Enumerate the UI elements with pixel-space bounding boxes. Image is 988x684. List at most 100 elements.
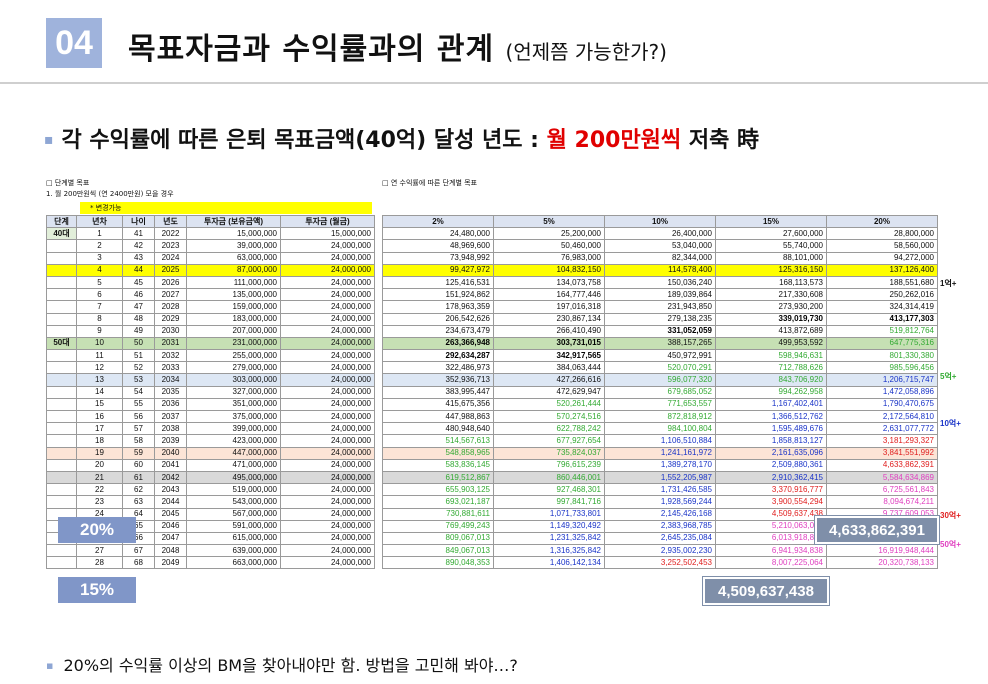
cell-rate-value: 3,370,916,777 — [715, 483, 827, 497]
title-sub: (언제쯤 가능한가?) — [505, 40, 667, 64]
cell-rate-value: 388,157,265 — [604, 336, 716, 351]
left-header-cell: 나이 — [122, 214, 155, 229]
table-row: 206,542,626 230,867,134 279,138,235 339,019… — [382, 312, 938, 326]
cell-age: 54 — [122, 385, 155, 399]
cell-rate-value: 809,067,013 — [382, 531, 494, 546]
cell-stage: 50대 — [46, 336, 77, 351]
cell-rate-value: 266,410,490 — [493, 324, 605, 338]
cell-n: 27 — [76, 544, 123, 558]
cell-rate-value: 94,272,000 — [826, 251, 938, 265]
table-row: 352,936,713 427,266,616 596,077,320 843,706… — [382, 373, 938, 387]
cell-age: 55 — [122, 397, 155, 412]
cell-n: 11 — [76, 349, 123, 363]
cell-n: 4 — [76, 263, 123, 277]
cell-b: 24,000,000 — [280, 275, 375, 290]
cell-stage — [46, 446, 77, 460]
cell-a: 135,000,000 — [186, 288, 281, 302]
cell-a: 279,000,000 — [186, 361, 281, 375]
cell-yr: 2027 — [154, 288, 187, 302]
cell-rate-value: 27,600,000 — [715, 227, 827, 241]
cell-yr: 2024 — [154, 251, 187, 265]
cell-n: 13 — [76, 373, 123, 387]
cell-b: 24,000,000 — [280, 507, 375, 521]
table-row: 22 62 2043 519,000,000 24,000,000 — [46, 483, 375, 497]
cell-rate-value: 450,972,991 — [604, 349, 716, 363]
cell-stage — [46, 470, 77, 485]
cell-rate-value: 50,460,000 — [493, 239, 605, 253]
cell-rate-value: 2,383,968,785 — [604, 519, 716, 533]
table-row: 23 63 2044 543,000,000 24,000,000 — [46, 495, 375, 509]
cell-rate-value: 2,161,635,096 — [715, 446, 827, 460]
cell-n: 15 — [76, 397, 123, 412]
cell-b: 24,000,000 — [280, 519, 375, 533]
left-header-cell: 년차 — [76, 214, 123, 229]
cell-rate-value: 927,468,301 — [493, 483, 605, 497]
cell-rate-value: 5,210,063,053 — [715, 519, 827, 533]
cell-rate-value: 598,946,631 — [715, 349, 827, 363]
cell-rate-value: 8,094,674,211 — [826, 495, 938, 509]
left-header-cell: 투자금 (보유금액) — [186, 214, 281, 229]
cell-rate-value: 427,266,616 — [493, 373, 605, 387]
cell-rate-value: 2,910,362,415 — [715, 470, 827, 485]
cell-age: 44 — [122, 263, 155, 277]
table-row: 27 67 2048 639,000,000 24,000,000 — [46, 544, 375, 558]
cell-rate-value: 26,400,000 — [604, 227, 716, 241]
cell-age: 45 — [122, 275, 155, 290]
cell-rate-value: 3,181,293,327 — [826, 434, 938, 448]
cell-rate-value: 994,262,958 — [715, 385, 827, 399]
cell-n: 22 — [76, 483, 123, 497]
cell-rate-value: 679,685,052 — [604, 385, 716, 399]
cell-stage — [46, 263, 77, 277]
left-table: 단계 년차 나이 년도 투자금 (보유금액) 투자금 (월금) 40대 1 41 2022 15,… — [46, 214, 375, 570]
cell-age: 50 — [122, 336, 155, 351]
cell-rate-value: 2,935,002,230 — [604, 544, 716, 558]
cell-b: 24,000,000 — [280, 239, 375, 253]
cell-a: 471,000,000 — [186, 458, 281, 472]
table-row: 19 59 2040 447,000,000 24,000,000 — [46, 446, 375, 460]
cell-rate-value: 1,731,426,585 — [604, 483, 716, 497]
cell-b: 24,000,000 — [280, 263, 375, 277]
cell-rate-value: 53,040,000 — [604, 239, 716, 253]
subtitle-highlight: 월 200만원씩 — [546, 128, 682, 153]
cell-n: 12 — [76, 361, 123, 375]
cell-rate-value: 415,675,356 — [382, 397, 494, 412]
cell-stage — [46, 397, 77, 412]
cell-rate-value: 331,052,059 — [604, 324, 716, 338]
table-row: 9 49 2030 207,000,000 24,000,000 — [46, 324, 375, 338]
cell-rate-value: 570,274,516 — [493, 409, 605, 424]
cell-rate-value: 1,167,402,401 — [715, 397, 827, 412]
cell-rate-value: 25,200,000 — [493, 227, 605, 241]
cell-age: 49 — [122, 324, 155, 338]
cell-rate-value: 735,824,037 — [493, 446, 605, 460]
cell-a: 327,000,000 — [186, 385, 281, 399]
cell-yr: 2031 — [154, 336, 187, 351]
cell-rate-value: 150,036,240 — [604, 275, 716, 290]
bottom-note: ▪ 20%의 수익률 이상의 BM을 찾아내야만 함. 방법을 고민해 봐야…? — [46, 652, 518, 676]
cell-rate-value: 28,800,000 — [826, 227, 938, 241]
cell-age: 43 — [122, 251, 155, 265]
table-row: 6 46 2027 135,000,000 24,000,000 — [46, 288, 375, 302]
cell-rate-value: 519,812,764 — [826, 324, 938, 338]
cell-n: 10 — [76, 336, 123, 351]
cell-rate-value: 231,943,850 — [604, 300, 716, 314]
cell-n: 3 — [76, 251, 123, 265]
table-row: 24,480,000 25,200,000 26,400,000 27,600,000… — [382, 227, 938, 241]
table-row: 548,858,965 735,824,037 1,241,161,972 2,161… — [382, 446, 938, 460]
table-row: 619,512,867 860,446,001 1,552,205,987 2,910… — [382, 470, 938, 485]
cell-yr: 2044 — [154, 495, 187, 509]
table-row: 13 53 2034 303,000,000 24,000,000 — [46, 373, 375, 387]
cell-age: 46 — [122, 288, 155, 302]
cell-rate-value: 48,969,600 — [382, 239, 494, 253]
cell-age: 60 — [122, 458, 155, 472]
table-row: 73,948,992 76,983,000 82,344,000 88,101,000… — [382, 251, 938, 265]
cell-rate-value: 1,790,470,675 — [826, 397, 938, 412]
cell-n: 14 — [76, 385, 123, 399]
cell-rate-value: 2,631,077,772 — [826, 422, 938, 436]
cell-b: 24,000,000 — [280, 385, 375, 399]
cell-rate-value: 73,948,992 — [382, 251, 494, 265]
cell-yr: 2040 — [154, 446, 187, 460]
cell-a: 615,000,000 — [186, 531, 281, 546]
table-row: 292,634,287 342,917,565 450,972,991 598,946… — [382, 349, 938, 363]
cell-stage — [46, 324, 77, 338]
cell-age: 41 — [122, 227, 155, 241]
